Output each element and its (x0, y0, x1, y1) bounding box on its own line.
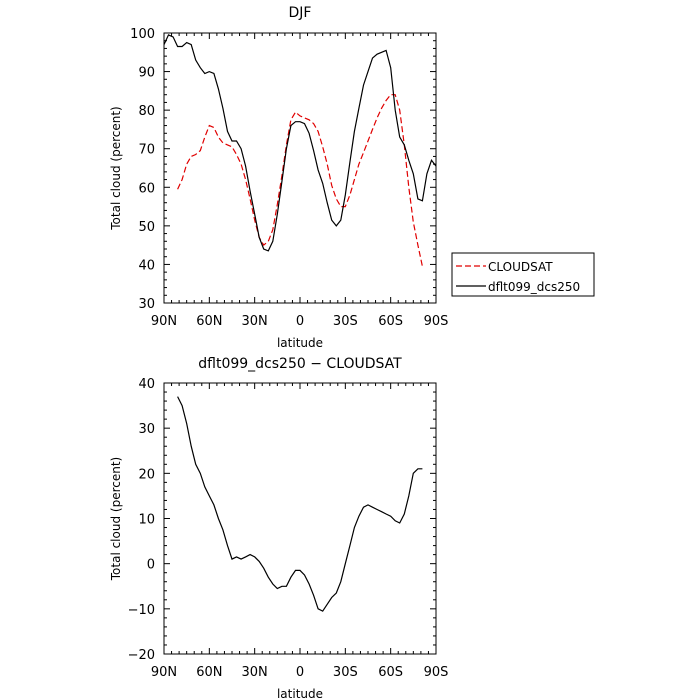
series-line-cloudsat (177, 94, 423, 267)
chart-title: DJF (289, 5, 312, 21)
series-line-1 (177, 396, 423, 612)
x-tick-label: 60S (378, 665, 403, 680)
x-tick-label: 30S (333, 314, 358, 329)
y-tick-label: −10 (128, 603, 155, 618)
y-axis-label: Total cloud (percent) (109, 457, 123, 581)
legend: CLOUDSAT dflt099_dcs250 (451, 252, 595, 297)
x-tick-label: 0 (296, 665, 304, 680)
plot-frame (163, 382, 437, 655)
x-tick-label: 30N (242, 314, 268, 329)
legend-box (451, 252, 595, 297)
legend-label: dflt099_dcs250 (488, 280, 580, 294)
y-axis-label: Total cloud (percent) (109, 106, 123, 230)
x-tick-label: 90S (424, 665, 449, 680)
x-tick-label: 90S (424, 314, 449, 329)
y-tick-label: 20 (138, 467, 155, 482)
y-tick-label: 80 (138, 104, 155, 119)
y-tick-label: 0 (147, 558, 155, 573)
y-tick-label: 40 (138, 377, 155, 392)
legend-label: CLOUDSAT (488, 260, 553, 274)
x-tick-label: 60N (196, 665, 222, 680)
chart-panel-2: 90N 60N 30N 0 30S 60S 90S −20 −10 0 10 20 30 40 dflt09… (109, 356, 448, 700)
x-axis-label: latitude (277, 687, 323, 700)
series-line-dflt099-dcs250 (163, 34, 437, 252)
y-tick-label: 50 (138, 220, 155, 235)
x-tick-label: 90N (151, 665, 177, 680)
y-tick-label: 100 (130, 27, 155, 42)
y-tick-label: 70 (138, 143, 155, 158)
y-tick-label: −20 (128, 648, 155, 663)
x-tick-label: 60N (196, 314, 222, 329)
y-tick-label: 30 (138, 297, 155, 312)
y-tick-label: 10 (138, 513, 155, 528)
x-tick-label: 60S (378, 314, 403, 329)
y-tick-label: 90 (138, 66, 155, 81)
x-tick-label: 30N (242, 665, 268, 680)
x-axis-label: latitude (277, 336, 323, 350)
chart-title: dflt099_dcs250 − CLOUDSAT (198, 356, 402, 372)
x-tick-label: 90N (151, 314, 177, 329)
x-tick-label: 30S (333, 665, 358, 680)
y-tick-label: 40 (138, 258, 155, 273)
x-tick-label: 0 (296, 314, 304, 329)
y-tick-label: 60 (138, 181, 155, 196)
y-tick-label: 30 (138, 422, 155, 437)
chart-panel-1: 90N 60N 30N 0 30S 60S 90S 30 40 50 60 70 80 90 100 DJF l… (109, 5, 595, 350)
